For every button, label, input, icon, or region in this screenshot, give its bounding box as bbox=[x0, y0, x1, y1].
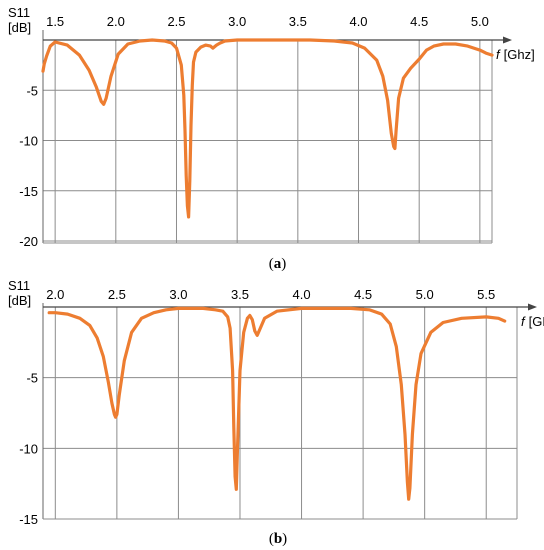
caption-open: ( bbox=[269, 256, 274, 272]
y-tick-label: -5 bbox=[26, 83, 38, 98]
x-tick-label: 4.5 bbox=[354, 287, 372, 302]
y-tick-label: -15 bbox=[19, 512, 38, 527]
y-tick-label: -5 bbox=[26, 371, 38, 386]
x-axis-symbol: f bbox=[521, 314, 526, 329]
chart-panel-b: 2.0 2.5 3.0 3.5 4.0 4.5 5.0 5.5 -5 -10 -15 S11[dB] f… bbox=[8, 278, 544, 547]
chart-panel-a: 1.5 2.0 2.5 3.0 3.5 4.0 4.5 5.0 -5 -10 -15 -20 S11[d… bbox=[8, 5, 535, 272]
caption-close: ) bbox=[281, 256, 286, 272]
x-tick-label: 2.0 bbox=[107, 14, 125, 29]
y-axis-label: S11 bbox=[8, 5, 30, 20]
x-axis-unit: [GHz] bbox=[529, 314, 544, 329]
x-axis-label: f [Ghz] bbox=[496, 47, 535, 62]
x-tick-label: 5.0 bbox=[471, 14, 489, 29]
x-tick-label: 3.5 bbox=[289, 14, 307, 29]
x-tick-label: 4.0 bbox=[293, 287, 311, 302]
x-tick-label: 5.5 bbox=[477, 287, 495, 302]
x-tick-label: 5.0 bbox=[416, 287, 434, 302]
series-line bbox=[41, 38, 494, 219]
x-tick-label: 4.0 bbox=[349, 14, 367, 29]
y-tick-label: -10 bbox=[19, 441, 38, 456]
x-axis-symbol: f bbox=[496, 47, 501, 62]
panel-caption: (b) bbox=[269, 531, 287, 547]
x-axis-unit: [Ghz] bbox=[504, 47, 535, 62]
x-tick-label: 2.5 bbox=[108, 287, 126, 302]
x-axis-label: f[GHz] bbox=[521, 314, 544, 329]
y-tick-label: -15 bbox=[19, 184, 38, 199]
x-tick-label: 2.5 bbox=[167, 14, 185, 29]
caption-letter: b bbox=[274, 531, 282, 547]
x-tick-label: 3.5 bbox=[231, 287, 249, 302]
x-axis-arrow bbox=[528, 303, 537, 311]
series-line bbox=[47, 306, 507, 501]
x-axis-arrow bbox=[503, 36, 512, 44]
y-axis-unit: [dB] bbox=[8, 20, 31, 35]
x-tick-label: 3.0 bbox=[169, 287, 187, 302]
caption-close: ) bbox=[282, 531, 287, 547]
x-tick-label: 2.0 bbox=[46, 287, 64, 302]
y-tick-label: -10 bbox=[19, 134, 38, 149]
x-tick-label: 3.0 bbox=[228, 14, 246, 29]
x-tick-label: 1.5 bbox=[46, 14, 64, 29]
y-tick-label: -20 bbox=[19, 234, 38, 249]
x-tick-label: 4.5 bbox=[410, 14, 428, 29]
y-axis-unit: [dB] bbox=[8, 293, 31, 308]
caption-letter: a bbox=[274, 256, 282, 272]
caption-open: ( bbox=[269, 531, 274, 547]
panel-caption: (a) bbox=[269, 256, 287, 272]
y-axis-label: S11 bbox=[8, 278, 30, 293]
